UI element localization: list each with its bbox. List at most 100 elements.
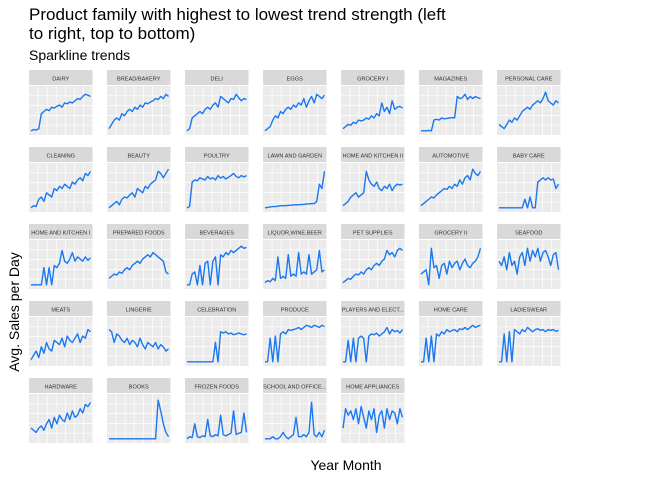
sparkline-line <box>108 93 169 130</box>
panel-gridlines <box>185 163 249 212</box>
panel-background <box>107 163 171 212</box>
panel-strip <box>497 301 561 316</box>
sparkline-line <box>499 326 559 363</box>
sparkline-panel: LAWN AND GARDEN <box>263 147 327 212</box>
sparkline-panel: BREAD/BAKERY <box>107 70 171 135</box>
panel-label: GROCERY I <box>357 77 389 83</box>
panel-background <box>107 86 171 135</box>
sparkline-panel: BEVERAGES <box>185 224 249 289</box>
panel-label: PRODUCE <box>281 308 309 314</box>
panel-strip <box>107 147 171 162</box>
panel-gridlines <box>419 86 483 135</box>
sparkline-line <box>187 331 247 363</box>
sparkline-line <box>342 247 403 284</box>
sparkline-panel: LINGERIE <box>107 301 171 366</box>
panel-background <box>341 240 405 289</box>
sparkline-line <box>421 93 481 132</box>
panel-background <box>341 86 405 135</box>
panel-gridlines <box>341 163 405 212</box>
panel-label: LINGERIE <box>126 308 152 314</box>
sparkline-line <box>342 405 404 434</box>
sparkline-line <box>108 168 170 209</box>
panel-label: LADIESWEAR <box>510 308 547 314</box>
panel-strip <box>341 147 405 162</box>
chart-title: Product family with highest to lowest tr… <box>29 5 446 43</box>
panel-label: GROCERY II <box>434 231 467 237</box>
sparkline-line <box>498 91 559 130</box>
panel-background <box>107 240 171 289</box>
panel-gridlines <box>107 86 171 135</box>
sparkline-panel: GROCERY I <box>341 70 405 135</box>
panel-strip <box>263 224 327 239</box>
panel-gridlines <box>263 317 327 366</box>
panel-strip <box>419 224 483 239</box>
panel-strip <box>497 224 561 239</box>
panel-background <box>419 86 483 135</box>
sparkline-panel: PERSONAL CARE <box>497 70 561 135</box>
panel-label: MEATS <box>51 308 70 314</box>
panel-label: PET SUPPLIES <box>353 231 393 237</box>
panel-label: LAWN AND GARDEN <box>268 154 323 160</box>
panel-label: DAIRY <box>52 77 69 83</box>
panel-gridlines <box>341 317 405 366</box>
panel-strip <box>107 378 171 393</box>
panel-strip <box>497 147 561 162</box>
sparkline-line <box>264 249 325 284</box>
panel-strip <box>341 301 405 316</box>
chart-subtitle: Sparkline trends <box>29 47 131 63</box>
panel-label: AUTOMOTIVE <box>432 154 469 160</box>
sparkline-panel: EGGS <box>263 70 327 135</box>
panel-background <box>263 240 327 289</box>
panel-background <box>497 86 561 135</box>
sparkline-line <box>30 401 92 434</box>
sparkline-panel: FROZEN FOODS <box>185 378 249 443</box>
sparkline-panel: HARDWARE <box>29 378 93 443</box>
panel-label: DELI <box>211 77 224 83</box>
panel-background <box>107 394 171 443</box>
panel-strip <box>341 224 405 239</box>
sparkline-panel: BABY CARE <box>497 147 561 212</box>
sparkline-line <box>31 249 91 286</box>
panel-label: CELEBRATION <box>197 308 236 314</box>
sparkline-panel: LIQUOR,WINE,BEER <box>263 224 327 289</box>
panel-strip <box>419 147 483 162</box>
sparkline-line <box>30 93 91 132</box>
panel-label: HOME AND KITCHEN I <box>31 231 90 237</box>
sparkline-panel: AUTOMOTIVE <box>419 147 483 212</box>
panel-label: PLAYERS AND ELECT... <box>342 308 405 314</box>
sparkline-panel: PREPARED FOODS <box>107 224 171 289</box>
sparkline-line <box>186 410 248 440</box>
sparkline-panel: SCHOOL AND OFFICE... <box>263 378 327 443</box>
sparkline-line <box>108 329 169 352</box>
sparkline-line <box>109 399 170 440</box>
panel-background <box>263 394 327 443</box>
panel-strip <box>497 70 561 85</box>
panel-background <box>185 163 249 212</box>
panel-label: HARDWARE <box>45 385 78 391</box>
sparkline-line <box>264 171 326 209</box>
panel-strip <box>185 147 249 162</box>
panel-label: BABY CARE <box>513 154 545 160</box>
sparkline-line <box>498 247 560 275</box>
sparkline-panel: SEAFOOD <box>497 224 561 289</box>
sparkline-panel: HOME AND KITCHEN I <box>29 224 93 289</box>
panel-label: SCHOOL AND OFFICE... <box>263 385 327 391</box>
panel-strip <box>185 70 249 85</box>
panel-gridlines <box>107 240 171 289</box>
panel-background <box>185 86 249 135</box>
panel-gridlines <box>29 394 93 443</box>
sparkline-line <box>265 324 325 363</box>
panel-gridlines <box>107 394 171 443</box>
sparkline-line <box>186 172 247 209</box>
sparkline-line <box>108 251 169 279</box>
panel-label: CLEANING <box>46 154 75 160</box>
sparkline-line <box>265 401 326 440</box>
panel-strip <box>185 378 249 393</box>
sparkline-line <box>186 93 247 132</box>
panel-background <box>263 86 327 135</box>
panel-strip <box>263 70 327 85</box>
sparkline-panel: GROCERY II <box>419 224 483 289</box>
x-axis-label: Year Month <box>310 457 382 473</box>
sparkline-panel: PLAYERS AND ELECT... <box>341 301 405 366</box>
